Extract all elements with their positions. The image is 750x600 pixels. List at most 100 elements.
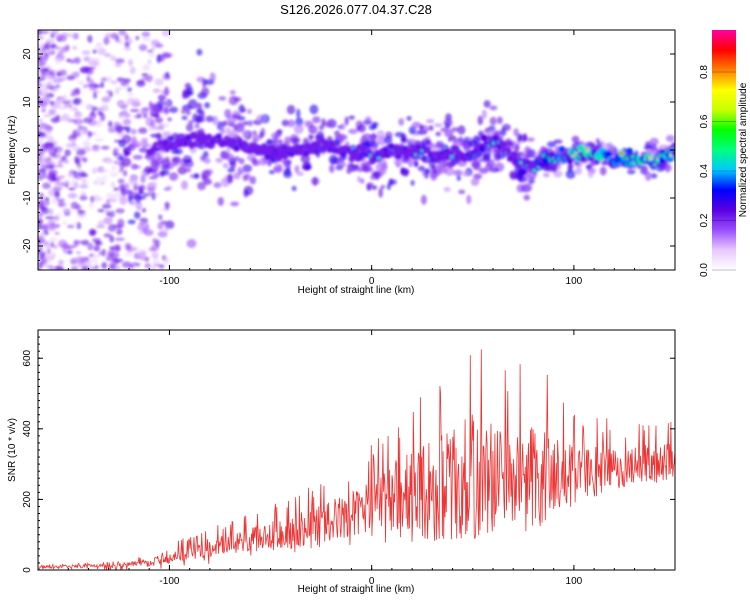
heatmap-noise-cell (109, 172, 119, 177)
heatmap-halo-cell (429, 142, 434, 149)
heatmap-halo-cell (444, 167, 455, 176)
heatmap-halo-cell (164, 86, 169, 97)
heatmap-halo-cell (224, 108, 232, 119)
heatmap-noise-cell (107, 75, 112, 83)
heatmap-halo-cell (177, 166, 187, 175)
heatmap-halo-cell (242, 164, 253, 173)
heatmap-noise-cell (91, 106, 98, 112)
heatmap-noise-cell (74, 71, 80, 78)
colorbar-tick-label: 0.8 (699, 65, 710, 79)
heatmap-noise-cell (75, 127, 85, 133)
heatmap-ridge-cell (500, 141, 507, 149)
heatmap-noise-cell (77, 80, 85, 86)
heatmap-halo-cell (357, 124, 367, 133)
heatmap-halo-cell (500, 127, 507, 137)
heatmap-noise-cell (38, 243, 41, 250)
heatmap-noise-cell (118, 30, 127, 36)
heatmap-halo-cell (218, 96, 227, 101)
heatmap-noise-cell (38, 130, 44, 138)
heatmap-halo-cell (329, 164, 335, 174)
heatmap-ridge-cell (505, 147, 512, 155)
heatmap-noise-cell (54, 181, 61, 185)
heatmap-halo-cell (195, 109, 205, 114)
heatmap-noise-cell (138, 44, 148, 52)
heatmap-noise-cell (48, 266, 57, 270)
heatmap-noise-cell (147, 49, 154, 53)
colorbar-label: Normalized spectral amplitude (738, 82, 749, 217)
heatmap-noise-cell (57, 106, 68, 110)
heatmap-noise-cell (93, 254, 101, 259)
heatmap-halo-cell (451, 127, 459, 132)
heatmap-halo-cell (649, 137, 659, 146)
heatmap-halo-cell (526, 137, 535, 142)
spectrogram-y-axis-label: Frequency (Hz) (7, 116, 18, 185)
heatmap-halo-cell (443, 186, 451, 192)
colorbar-gradient (712, 30, 736, 270)
snr-x-tick-label: 100 (566, 576, 583, 587)
heatmap-peak-cell (648, 156, 653, 160)
heatmap-halo-cell (372, 170, 382, 179)
heatmap-halo-cell (186, 109, 191, 116)
heatmap-halo-cell (165, 185, 173, 191)
heatmap-noise-cell (114, 192, 122, 199)
heatmap-halo-cell (195, 114, 202, 124)
heatmap-noise-cell (75, 204, 82, 211)
heatmap-noise-cell (48, 236, 58, 243)
heatmap-noise-cell (114, 62, 122, 68)
heatmap-halo-cell (378, 187, 383, 198)
heatmap-noise-cell (88, 112, 97, 120)
heatmap-noise-cell (139, 251, 146, 259)
heatmap-noise-cell (47, 81, 52, 89)
heatmap-ridge-cell (403, 153, 410, 161)
heatmap-noise-cell (38, 92, 44, 96)
heatmap-noise-cell (39, 158, 49, 164)
heatmap-noise-cell (55, 84, 61, 89)
heatmap-halo-cell (150, 103, 160, 114)
heatmap-halo-cell (516, 133, 523, 142)
heatmap-noise-cell (76, 222, 82, 230)
heatmap-noise-cell (64, 149, 71, 157)
heatmap-noise-cell (82, 51, 89, 56)
heatmap-halo-cell (117, 218, 125, 229)
heatmap-noise-cell (148, 52, 156, 58)
heatmap-halo-cell (164, 220, 175, 229)
heatmap-halo-cell (144, 166, 153, 174)
heatmap-peak-cell (377, 156, 381, 161)
heatmap-halo-cell (542, 172, 550, 178)
heatmap-noise-cell (93, 180, 100, 185)
heatmap-halo-cell (398, 117, 405, 126)
heatmap-halo-cell (421, 138, 431, 146)
heatmap-peak-cell (396, 154, 401, 158)
heatmap-halo-cell (449, 159, 457, 167)
heatmap-halo-cell (356, 175, 361, 183)
heatmap-noise-cell (82, 84, 89, 89)
heatmap-noise-cell (42, 182, 51, 190)
heatmap-halo-cell (193, 173, 200, 179)
heatmap-noise-cell (47, 208, 54, 216)
heatmap-halo-cell (336, 160, 346, 168)
heatmap-halo-cell (513, 128, 519, 137)
heatmap-noise-cell (38, 211, 44, 218)
heatmap-halo-cell (233, 96, 242, 102)
heatmap-noise-cell (110, 181, 116, 189)
heatmap-noise-cell (107, 223, 117, 232)
heatmap-noise-cell (81, 239, 90, 246)
heatmap-noise-cell (100, 145, 110, 150)
heatmap-halo-cell (417, 165, 425, 172)
snr-y-tick-label: 400 (22, 420, 33, 437)
heatmap-peak-cell (493, 136, 498, 140)
heatmap-halo-cell (300, 155, 311, 163)
heatmap-noise-cell (81, 179, 89, 185)
heatmap-noise-cell (116, 228, 123, 236)
heatmap-noise-cell (147, 59, 152, 64)
heatmap-peak-cell (619, 151, 624, 156)
heatmap-halo-cell (312, 116, 321, 124)
heatmap-halo-cell (408, 126, 417, 135)
heatmap-noise-cell (82, 157, 88, 163)
heatmap-halo-cell (565, 169, 576, 179)
heatmap-noise-cell (107, 126, 117, 133)
heatmap-halo-cell (124, 151, 132, 156)
heatmap-noise-cell (39, 198, 44, 205)
heatmap-peak-cell (186, 135, 190, 140)
heatmap-noise-cell (47, 70, 56, 76)
